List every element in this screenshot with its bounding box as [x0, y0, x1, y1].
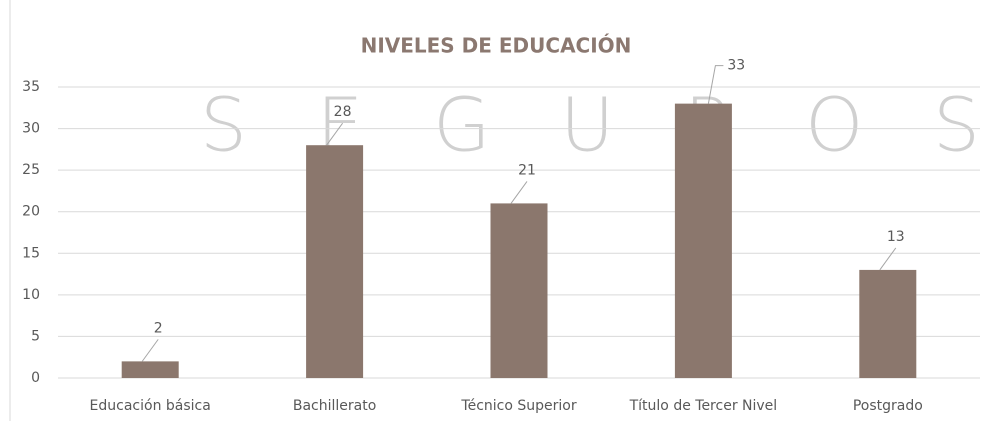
- y-tick-label: 10: [22, 287, 40, 303]
- leader-line: [326, 122, 344, 146]
- x-tick-label: Educación básica: [90, 398, 211, 414]
- data-label: 13: [887, 229, 905, 245]
- y-tick-label: 25: [22, 162, 40, 178]
- x-tick-label: Bachillerato: [293, 398, 376, 414]
- bar: [306, 145, 364, 378]
- y-tick-label: 0: [31, 370, 40, 386]
- y-tick-label: 20: [22, 204, 40, 220]
- y-tick-label: 30: [22, 121, 40, 137]
- leader-line: [141, 339, 159, 362]
- leader-line: [510, 181, 528, 204]
- bar: [674, 103, 732, 378]
- leader-line: [707, 65, 724, 104]
- bar: [490, 203, 548, 378]
- bar: [859, 269, 917, 378]
- x-tick-label: Técnico Superior: [460, 398, 576, 414]
- chart-title: NIVELES DE EDUCACIÓN: [361, 34, 632, 58]
- x-tick-label: Título de Tercer Nivel: [629, 398, 778, 414]
- y-tick-label: 5: [31, 328, 40, 344]
- data-label: 28: [334, 104, 352, 120]
- x-tick-label: Postgrado: [853, 398, 923, 414]
- bar: [121, 361, 179, 378]
- data-label: 33: [727, 58, 745, 74]
- data-label: 2: [154, 320, 163, 336]
- y-tick-label: 35: [22, 79, 40, 95]
- y-tick-label: 15: [22, 245, 40, 261]
- data-label: 21: [518, 162, 536, 178]
- leader-line: [879, 247, 897, 271]
- chart-frame: [9, 0, 11, 421]
